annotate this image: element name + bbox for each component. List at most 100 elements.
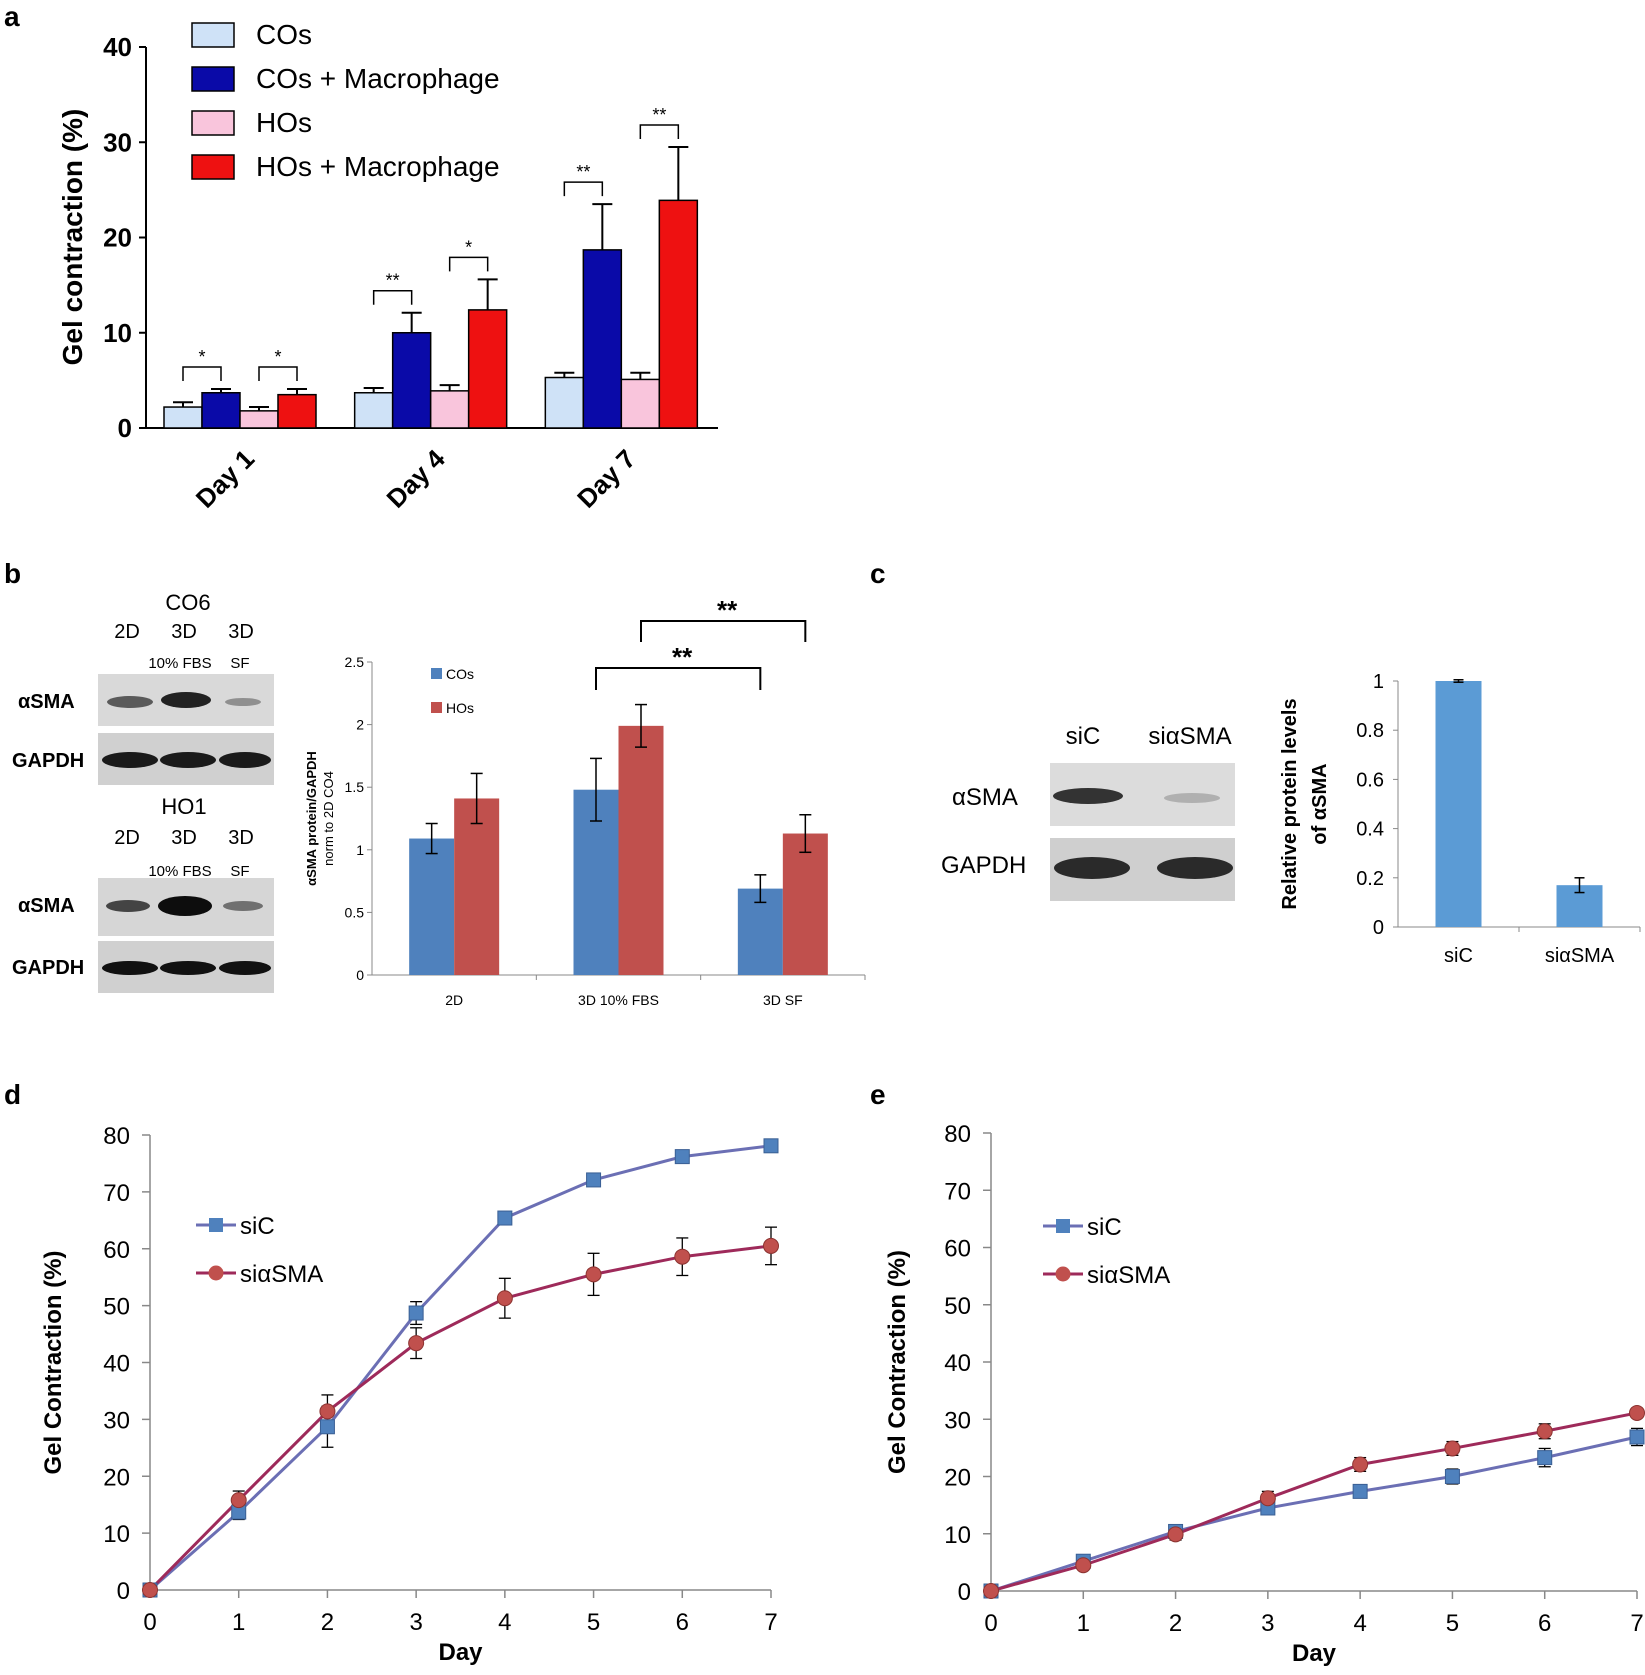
blot-band — [1157, 857, 1233, 879]
bar-COs — [409, 838, 455, 975]
series-line-siC — [990, 1435, 1638, 1593]
legend-marker — [1056, 1219, 1070, 1233]
x-tick-label: Day 1 — [190, 443, 260, 513]
blot-band — [161, 692, 211, 708]
x-tick-label: 3D SF — [763, 992, 803, 1008]
y-tick-label: 0.6 — [1356, 769, 1384, 791]
significance-label: * — [465, 237, 472, 257]
chart-e: 0 10 20 30 40 50 60 70 80 0 1 2 3 4 5 6 7 Day Gel Contract… — [884, 1121, 1645, 1667]
significance-label: ** — [576, 162, 590, 182]
x-tick-label: 0 — [984, 1610, 997, 1637]
panel-label-b: b — [4, 558, 21, 589]
y-tick-label: 10 — [103, 1521, 130, 1548]
data-point-siαSMA — [1444, 1440, 1461, 1457]
blot-c-row-1: αSMA — [952, 784, 1018, 811]
y-tick-label: 0 — [356, 967, 364, 983]
y-tick-label: 40 — [103, 32, 132, 62]
data-point-siαSMA — [1075, 1557, 1092, 1574]
y-tick-label: 60 — [103, 1237, 130, 1264]
y-tick-label: 0 — [118, 413, 132, 443]
y-tick-label: 2 — [356, 717, 364, 733]
y-tick-label: 0.8 — [1356, 720, 1384, 742]
x-tick-label: 6 — [1538, 1610, 1551, 1637]
bar-HOs — [239, 410, 279, 429]
significance-bracket — [258, 366, 298, 381]
blot-band — [223, 901, 263, 911]
x-tick-label: siC — [1444, 945, 1473, 967]
x-tick-label: 2D — [445, 992, 463, 1008]
blot-band — [219, 752, 271, 768]
y-tick-label: 30 — [103, 1407, 130, 1434]
data-point-siαSMA — [674, 1248, 691, 1265]
x-tick-label: 0 — [143, 1609, 156, 1636]
legend-label: HOs — [446, 700, 474, 716]
x-tick-label: 2 — [1169, 1610, 1182, 1637]
bar-HOs + Macrophage — [467, 309, 508, 429]
y-tick-label: 0.5 — [345, 904, 365, 920]
legend-label: COs + Macrophage — [256, 63, 500, 94]
y-axis-label-2: of αSMA — [1309, 763, 1331, 844]
blot-co6: CO6 2D 3D 3D 10% FBS SF αSMA GAPDH — [12, 590, 274, 785]
y-tick-label: 1 — [356, 842, 364, 858]
x-tick-label: 3 — [1261, 1610, 1274, 1637]
legend-label: siαSMA — [1087, 1262, 1170, 1289]
blot-band — [219, 961, 271, 975]
blot-band — [160, 961, 216, 975]
y-tick-label: 30 — [944, 1407, 971, 1434]
significance-bracket — [595, 667, 762, 690]
data-point-siC — [1629, 1429, 1645, 1445]
y-tick-label: 0 — [117, 1578, 130, 1605]
legend-marker — [208, 1265, 224, 1281]
chart-b: 0 0.5 1 1.5 2 2.5 αSMA protein/GAPDH norm to 2D… — [304, 595, 866, 1008]
significance-label: ** — [652, 105, 666, 125]
x-tick-label: 5 — [1446, 1610, 1459, 1637]
y-tick-label: 10 — [103, 318, 132, 348]
blot-co6-sub-1: 10% FBS — [148, 655, 211, 672]
blot-ho1-lane-1: 2D — [114, 827, 140, 849]
legend-label: siαSMA — [240, 1261, 323, 1288]
bar-COs — [353, 392, 394, 429]
blot-ho1-row-1: αSMA — [18, 895, 75, 917]
data-point-siC — [408, 1305, 424, 1321]
x-tick-label: 1 — [232, 1609, 245, 1636]
bar-HOs — [782, 833, 828, 975]
x-tick-label: Day 4 — [380, 443, 451, 514]
data-point-siC — [763, 1138, 779, 1154]
y-tick-label: 30 — [103, 127, 132, 157]
significance-bracket — [640, 620, 807, 642]
blot-c-row-2: GAPDH — [941, 852, 1026, 879]
data-point-siC — [1537, 1450, 1553, 1466]
y-tick-label: 70 — [103, 1180, 130, 1207]
blot-ho1-sub-2: SF — [230, 863, 249, 880]
blot-ho1-title: HO1 — [161, 794, 206, 819]
y-tick-label: 20 — [103, 1464, 130, 1491]
y-tick-label: 1 — [1373, 671, 1384, 693]
bar-HOs — [429, 390, 470, 429]
bar-siC — [1435, 681, 1482, 927]
data-point-siαSMA — [1536, 1423, 1553, 1440]
data-point-siαSMA — [1259, 1490, 1276, 1507]
y-tick-label: 70 — [944, 1178, 971, 1205]
blot-band — [158, 896, 212, 916]
chart-c: 0 0.2 0.4 0.6 0.8 1 Relative protein levels of … — [1279, 671, 1641, 967]
legend-marker — [1055, 1266, 1071, 1282]
blot-co6-title: CO6 — [165, 590, 210, 615]
x-axis-label: Day — [438, 1639, 483, 1666]
y-tick-label: 1.5 — [345, 779, 365, 795]
bar-COs — [544, 376, 585, 429]
series-line-siC — [149, 1144, 772, 1592]
legend-swatch — [431, 668, 442, 679]
data-point-siC — [586, 1172, 602, 1188]
legend-label: HOs + Macrophage — [256, 151, 500, 182]
y-tick-label: 80 — [103, 1123, 130, 1150]
bar-COs + Macrophage — [201, 392, 241, 429]
blot-co6-lane-2: 3D — [171, 621, 197, 643]
x-tick-label: 4 — [498, 1609, 511, 1636]
legend-swatch — [191, 154, 235, 180]
data-point-siαSMA — [319, 1403, 336, 1420]
legend-swatch — [191, 66, 235, 92]
bar-HOs + Macrophage — [658, 199, 699, 429]
legend-marker — [209, 1218, 223, 1232]
significance-label: ** — [386, 271, 400, 291]
significance-bracket — [448, 256, 489, 272]
